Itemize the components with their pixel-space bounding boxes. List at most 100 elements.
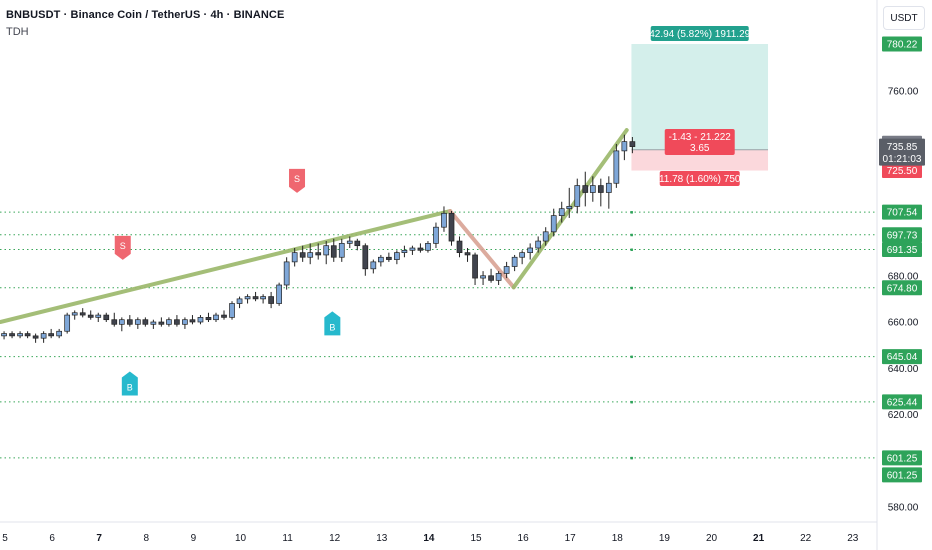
candle-body	[299, 252, 306, 258]
x-tick-label: 13	[376, 533, 388, 544]
candle-body	[315, 252, 322, 256]
candle	[456, 236, 463, 258]
candle-body	[111, 319, 118, 325]
sell-signal-text: S	[120, 241, 126, 251]
candle-body	[64, 314, 71, 332]
x-tick-label: 8	[144, 533, 150, 544]
candle-body	[503, 266, 510, 274]
candle-body	[17, 333, 23, 337]
sell-signal: S	[289, 168, 306, 193]
candle	[613, 143, 620, 188]
candle	[441, 206, 447, 232]
candle	[9, 331, 15, 339]
price-label-bg	[882, 349, 922, 365]
candle-body	[621, 141, 628, 152]
candle	[118, 317, 125, 332]
candle	[330, 238, 337, 262]
x-tick-label: 10	[235, 533, 247, 544]
x-tick-label: 22	[800, 533, 812, 544]
buy-signal-marker	[121, 371, 138, 396]
x-tick-label: 9	[191, 533, 197, 544]
candle	[24, 331, 31, 339]
candle-body	[9, 333, 15, 337]
candle-body	[394, 252, 400, 260]
x-tick-label: 17	[565, 533, 577, 544]
candle	[409, 245, 416, 255]
candle	[503, 261, 510, 279]
price-label: 697.73	[887, 230, 918, 241]
candle-body	[174, 319, 180, 325]
candle-body	[542, 231, 549, 242]
candle	[142, 317, 149, 327]
indicator-label[interactable]: TDH	[6, 26, 29, 38]
price-label-bg	[882, 227, 922, 243]
candle-body	[182, 319, 188, 325]
x-tick-label: 23	[847, 533, 859, 544]
candle	[550, 208, 557, 237]
price-label: 674.80	[887, 283, 918, 294]
candle-body	[597, 185, 604, 193]
candle	[362, 243, 369, 276]
candle-body	[126, 319, 133, 325]
x-tick-label: 14	[423, 533, 435, 544]
candle	[582, 171, 589, 207]
price-level-marker	[630, 286, 633, 290]
candle	[95, 312, 102, 323]
price-label: 780.22	[887, 40, 918, 51]
candle	[589, 176, 596, 202]
candle	[488, 268, 494, 283]
candle-body	[24, 333, 31, 337]
x-tick-label: 6	[49, 533, 55, 544]
price-level-marker	[630, 211, 633, 214]
position-target-label-bg	[650, 26, 749, 41]
sell-signal-marker	[289, 168, 306, 193]
candle-body	[386, 256, 392, 260]
candle	[425, 241, 431, 253]
price-label: 601.25	[887, 453, 918, 464]
candle	[535, 236, 542, 253]
buy-signal: B	[324, 311, 341, 336]
candle	[527, 243, 534, 260]
candle-body	[95, 314, 102, 318]
candle	[260, 294, 266, 304]
candle-body	[401, 249, 408, 253]
candle-body	[464, 252, 471, 256]
position-stop-label: 11.78 (1.60%) 750	[659, 174, 741, 185]
candle	[291, 248, 298, 267]
price-label-bg	[882, 467, 922, 483]
candle	[323, 241, 330, 265]
candle	[401, 245, 408, 258]
candle-body	[118, 319, 125, 325]
candle-body	[566, 206, 573, 210]
candle	[307, 243, 314, 265]
candle	[417, 243, 424, 253]
buy-signal: B	[121, 371, 138, 396]
candle-body	[166, 319, 172, 325]
buy-signal-text: B	[127, 383, 133, 393]
candle-body	[142, 319, 149, 325]
price-label-bg	[882, 280, 922, 296]
candle-body	[252, 296, 259, 300]
price-label-bg	[882, 163, 922, 179]
loss-zone	[631, 149, 769, 171]
candle	[370, 259, 377, 274]
candle	[299, 245, 306, 262]
trendline-down	[448, 209, 516, 290]
candle-body	[495, 273, 502, 281]
y-tick-label: 660.00	[888, 318, 919, 329]
candle-body	[589, 185, 596, 193]
candle-body	[519, 252, 526, 258]
currency-button[interactable]: USDT	[883, 6, 925, 30]
candle-body	[527, 247, 534, 253]
candle	[48, 328, 55, 339]
candle	[394, 250, 400, 265]
candle-body	[362, 245, 369, 270]
candle	[221, 310, 227, 320]
candle-body	[56, 330, 63, 337]
x-tick-label: 11	[282, 533, 293, 544]
candle-body	[260, 296, 266, 300]
candle	[134, 317, 141, 329]
price-level-marker	[630, 400, 633, 404]
candle-body	[71, 312, 78, 316]
